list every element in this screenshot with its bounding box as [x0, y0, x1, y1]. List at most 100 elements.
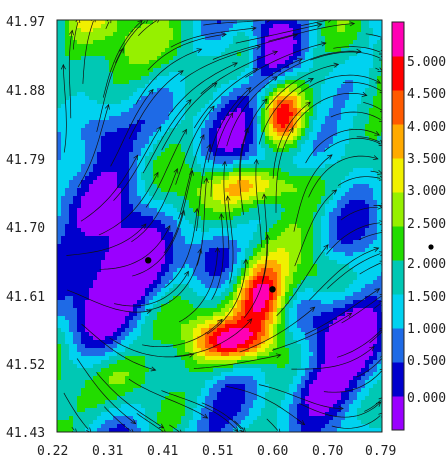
- heatmap-cell: [193, 140, 198, 145]
- heatmap-cell: [209, 256, 214, 261]
- heatmap-cell: [309, 184, 314, 189]
- heatmap-cell: [125, 152, 130, 157]
- heatmap-cell: [65, 196, 70, 201]
- heatmap-cell: [117, 252, 122, 257]
- heatmap-cell: [161, 120, 166, 125]
- heatmap-cell: [329, 228, 334, 233]
- heatmap-cell: [289, 28, 294, 33]
- heatmap-cell: [169, 228, 174, 233]
- heatmap-cell: [209, 216, 214, 221]
- heatmap-cell: [249, 152, 254, 157]
- heatmap-cell: [317, 220, 322, 225]
- heatmap-cell: [149, 128, 154, 133]
- heatmap-cell: [173, 244, 178, 249]
- heatmap-cell: [65, 184, 70, 189]
- heatmap-cell: [249, 224, 254, 229]
- heatmap-cell: [165, 144, 170, 149]
- heatmap-cell: [297, 48, 302, 53]
- heatmap-cell: [69, 140, 74, 145]
- heatmap-cell: [237, 104, 242, 109]
- heatmap-cell: [253, 244, 258, 249]
- heatmap-cell: [69, 196, 74, 201]
- heatmap-cell: [325, 260, 330, 265]
- heatmap-cell: [93, 128, 98, 133]
- heatmap-cell: [65, 200, 70, 205]
- heatmap-cell: [257, 224, 262, 229]
- heatmap-cell: [89, 76, 94, 81]
- heatmap-cell: [145, 128, 150, 133]
- heatmap-cell: [149, 104, 154, 109]
- heatmap-cell: [253, 164, 258, 169]
- heatmap-cell: [181, 196, 186, 201]
- heatmap-cell: [265, 208, 270, 213]
- heatmap-cell: [161, 28, 166, 33]
- heatmap-cell: [281, 84, 286, 89]
- heatmap-cell: [289, 52, 294, 57]
- heatmap-cell: [301, 232, 306, 237]
- heatmap-cell: [325, 88, 330, 93]
- heatmap-cell: [277, 84, 282, 89]
- heatmap-cell: [129, 212, 134, 217]
- heatmap-cell: [81, 48, 86, 53]
- heatmap-cell: [229, 92, 234, 97]
- heatmap-cell: [213, 36, 218, 41]
- heatmap-cell: [85, 104, 90, 109]
- heatmap-cell: [337, 260, 342, 265]
- heatmap-cell: [249, 248, 254, 253]
- heatmap-cell: [165, 36, 170, 41]
- heatmap-cell: [229, 180, 234, 185]
- heatmap-cell: [345, 160, 350, 165]
- heatmap-cell: [161, 176, 166, 181]
- heatmap-cell: [89, 188, 94, 193]
- heatmap-cell: [113, 192, 118, 197]
- heatmap-cell: [377, 180, 382, 185]
- heatmap-cell: [333, 36, 338, 41]
- heatmap-cell: [229, 80, 234, 85]
- heatmap-cell: [201, 188, 206, 193]
- heatmap-cell: [365, 252, 370, 257]
- heatmap-cell: [349, 92, 354, 97]
- heatmap-cell: [317, 104, 322, 109]
- heatmap-cell: [241, 84, 246, 89]
- heatmap-cell: [157, 208, 162, 213]
- heatmap-cell: [277, 196, 282, 201]
- heatmap-cell: [285, 228, 290, 233]
- heatmap-cell: [189, 220, 194, 225]
- heatmap-cell: [325, 92, 330, 97]
- heatmap-cell: [97, 252, 102, 257]
- heatmap-cell: [157, 184, 162, 189]
- heatmap-cell: [357, 184, 362, 189]
- heatmap-cell: [153, 208, 158, 213]
- heatmap-cell: [285, 112, 290, 117]
- heatmap-cell: [97, 20, 102, 25]
- heatmap-cell: [105, 172, 110, 177]
- heatmap-cell: [85, 212, 90, 217]
- heatmap-cell: [329, 128, 334, 133]
- heatmap-cell: [241, 172, 246, 177]
- heatmap-cell: [77, 208, 82, 213]
- heatmap-cell: [357, 224, 362, 229]
- heatmap-cell: [161, 180, 166, 185]
- heatmap-cell: [325, 76, 330, 81]
- heatmap-cell: [273, 140, 278, 145]
- heatmap-cell: [269, 132, 274, 137]
- heatmap-cell: [157, 76, 162, 81]
- heatmap-cell: [313, 252, 318, 257]
- heatmap-cell: [269, 60, 274, 65]
- heatmap-cell: [73, 100, 78, 105]
- heatmap-cell: [89, 140, 94, 145]
- heatmap-cell: [213, 228, 218, 233]
- heatmap-cell: [301, 212, 306, 217]
- heatmap-cell: [245, 80, 250, 85]
- heatmap-cell: [153, 164, 158, 169]
- heatmap-cell: [377, 44, 382, 49]
- heatmap-cell: [113, 120, 118, 125]
- heatmap-cell: [273, 168, 278, 173]
- heatmap-cell: [125, 124, 130, 129]
- heatmap-cell: [269, 156, 274, 161]
- heatmap-cell: [165, 220, 170, 225]
- heatmap-cell: [81, 228, 86, 233]
- heatmap-cell: [289, 244, 294, 249]
- heatmap-cell: [61, 172, 66, 177]
- heatmap-cell: [301, 100, 306, 105]
